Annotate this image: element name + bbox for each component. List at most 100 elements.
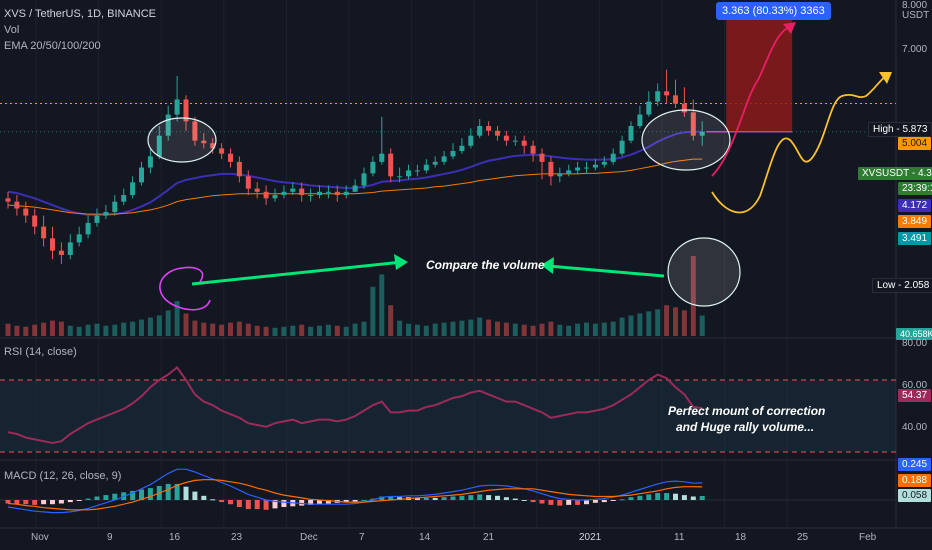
volume-bar <box>228 322 233 336</box>
candle-body <box>165 114 171 136</box>
volume-bar <box>112 324 118 336</box>
volume-bar <box>575 323 581 336</box>
macd-histogram-bar <box>468 495 474 500</box>
macd-histogram-bar <box>477 494 483 500</box>
macd-histogram-bar <box>432 497 438 500</box>
macd-histogram-bar <box>14 500 20 505</box>
candle-body <box>388 153 394 177</box>
candle-body <box>379 153 385 162</box>
candle-body <box>272 195 278 199</box>
candle-body <box>263 191 269 199</box>
candle-body <box>85 222 91 235</box>
volume-bar <box>690 256 696 336</box>
volume-bar <box>388 305 394 336</box>
x-tick: 16 <box>169 532 181 543</box>
target-measure-label: 3.363 (80.33%) 3363 <box>716 2 831 20</box>
candle-body <box>432 161 438 165</box>
candle-body <box>139 167 144 183</box>
macd-title: MACD (12, 26, close, 9) <box>4 470 122 482</box>
candle-body <box>50 238 55 251</box>
volume-bar <box>85 324 91 336</box>
candle-body <box>352 185 358 192</box>
macd-histogram-bar <box>58 500 64 504</box>
volume-bar <box>397 320 403 336</box>
countdown-tag: 23:39:19 <box>898 182 932 195</box>
macd-histogram-bar <box>139 489 144 500</box>
volume-bar <box>530 325 536 336</box>
candle-body <box>192 121 198 141</box>
low-tag: Low - 2.058 <box>872 278 932 293</box>
volume-annotation: Compare the volume <box>426 258 545 272</box>
macd-histogram-bar <box>673 493 678 500</box>
candle-body <box>397 176 403 178</box>
candle-body <box>423 164 429 171</box>
candle-body <box>317 191 322 196</box>
macd-histogram-bar <box>414 497 420 500</box>
macd-histogram-bar <box>664 493 670 500</box>
macd-histogram-bar <box>681 495 687 500</box>
macd-histogram-bar <box>228 500 233 505</box>
volume-bar <box>406 323 411 336</box>
macd-histogram-bar <box>23 500 29 505</box>
x-tick: 23 <box>231 532 243 543</box>
volume-bar <box>557 324 563 336</box>
macd-histogram-bar <box>308 500 314 505</box>
macd-histogram-bar <box>325 500 331 504</box>
x-tick: Dec <box>300 532 318 543</box>
candle-body <box>673 95 678 104</box>
candle-body <box>299 188 305 196</box>
price-tick: 7.000 <box>902 44 928 55</box>
macd-histogram-bar <box>699 496 705 500</box>
candle-body <box>183 99 189 122</box>
histogram-value-tag: 0.058 <box>898 489 932 502</box>
volume-bar <box>156 315 162 336</box>
volume-bar <box>121 322 127 336</box>
macd-histogram-bar <box>94 496 100 500</box>
volume-bar <box>699 315 705 336</box>
volume-bar <box>245 323 251 336</box>
volume-bar <box>103 325 109 336</box>
candle-body <box>245 176 251 189</box>
macd-histogram-bar <box>370 498 376 500</box>
target-zone <box>726 11 793 132</box>
candle-body <box>601 161 607 165</box>
candle-body <box>495 130 500 136</box>
volume-bar <box>290 325 296 336</box>
volume-bar <box>67 325 73 336</box>
volume-bar <box>201 322 207 336</box>
projection-path <box>711 25 793 177</box>
x-tick: 9 <box>107 532 113 543</box>
macd-histogram-bar <box>147 488 153 500</box>
candle-body <box>530 145 536 154</box>
candle-body <box>584 167 589 169</box>
currency-label: USDT <box>902 10 930 21</box>
rsi-tick: 60.00 <box>902 380 928 391</box>
candle-body <box>521 140 527 146</box>
rsi-tick: 80.00 <box>902 338 928 349</box>
macd-histogram-bar <box>236 500 242 507</box>
candle-body <box>121 195 127 202</box>
volume-bar <box>584 322 589 336</box>
macd-histogram-bar <box>245 500 251 510</box>
ema-tag: 3.491 <box>898 232 932 245</box>
volume-bar <box>94 323 100 336</box>
volume-bar <box>477 317 483 336</box>
macd-histogram-bar <box>388 496 394 500</box>
macd-histogram-bar <box>165 483 171 500</box>
candle-body <box>459 145 465 151</box>
candle-body <box>236 161 242 177</box>
candle-body <box>23 208 29 216</box>
signal-line <box>7 479 703 511</box>
x-tick: 11 <box>674 532 685 543</box>
volume-bar <box>628 315 634 336</box>
macd-histogram-bar <box>441 497 447 500</box>
volume-bar <box>459 320 465 336</box>
candle-body <box>112 201 118 213</box>
volume-bar <box>14 325 20 336</box>
macd-histogram-bar <box>584 500 589 505</box>
highlight-ellipse <box>641 109 731 171</box>
volume-bar <box>495 321 500 336</box>
macd-histogram-bar <box>655 493 661 500</box>
volume-bar <box>352 323 358 336</box>
